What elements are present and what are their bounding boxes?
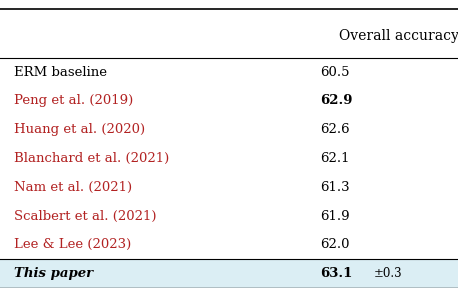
Text: Nam et al. (2021): Nam et al. (2021) <box>14 181 132 194</box>
Text: Peng et al. (2019): Peng et al. (2019) <box>14 94 133 107</box>
Text: Blanchard et al. (2021): Blanchard et al. (2021) <box>14 152 169 165</box>
Text: 62.1: 62.1 <box>321 152 350 165</box>
Text: 62.6: 62.6 <box>321 123 350 136</box>
Text: ERM baseline: ERM baseline <box>14 65 107 79</box>
Text: Lee & Lee (2023): Lee & Lee (2023) <box>14 238 131 251</box>
Text: 61.3: 61.3 <box>321 181 350 194</box>
Text: 62.0: 62.0 <box>321 238 350 251</box>
Text: Scalbert et al. (2021): Scalbert et al. (2021) <box>14 209 156 223</box>
Bar <box>0 259 458 288</box>
Text: 62.9: 62.9 <box>321 94 353 107</box>
Text: 60.5: 60.5 <box>321 65 350 79</box>
Text: This paper: This paper <box>14 267 93 280</box>
Text: Overall accuracy: Overall accuracy <box>338 29 458 43</box>
Text: Huang et al. (2020): Huang et al. (2020) <box>14 123 145 136</box>
Text: 63.1: 63.1 <box>321 267 353 280</box>
Text: 61.9: 61.9 <box>321 209 350 223</box>
Text: ±0.3: ±0.3 <box>373 267 402 280</box>
